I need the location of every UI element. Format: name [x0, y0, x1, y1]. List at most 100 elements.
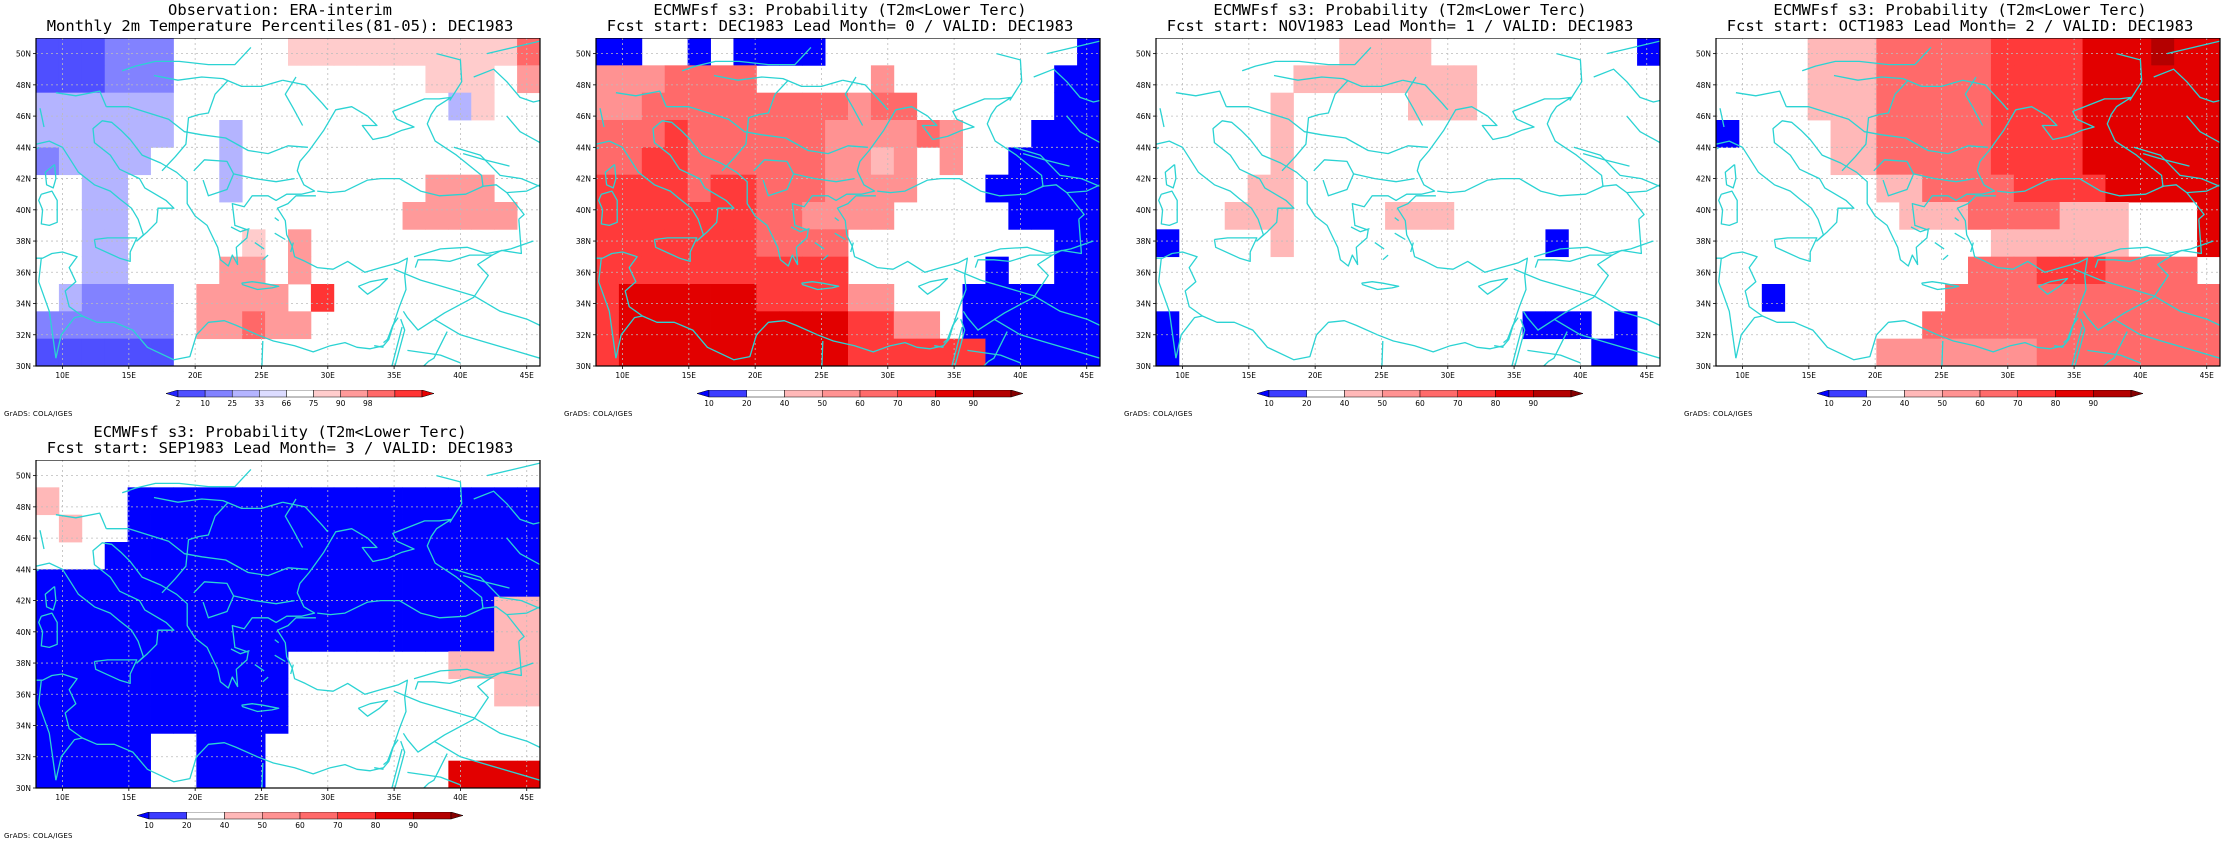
coastline [38, 612, 58, 649]
grid-cell [81, 256, 106, 285]
colorbar-segment [337, 812, 376, 820]
coastline [453, 146, 540, 187]
colorbar-segment [204, 390, 233, 398]
grid-cell [2059, 120, 2083, 148]
grid-cell [310, 38, 335, 66]
colorbar-label: 60 [295, 821, 305, 830]
colorbar-label: 10 [200, 399, 210, 408]
lon-tick-label: 40E [1573, 371, 1588, 380]
grid-cell [104, 38, 129, 66]
coastline [1522, 254, 1613, 331]
coastline [1477, 277, 1509, 295]
coastline [1718, 190, 1738, 227]
grid-cell [2059, 284, 2083, 312]
grid-cell [448, 651, 472, 680]
grid-cell [150, 38, 174, 66]
lon-tick-label: 30E [2001, 371, 2016, 380]
grid-cell [196, 760, 220, 789]
coastlines [36, 462, 540, 788]
grid-cell [288, 256, 312, 285]
grid-cell [2059, 229, 2083, 258]
grid-cell [1385, 65, 1409, 94]
grid-cell [1362, 65, 1386, 94]
coastline [1556, 52, 1583, 101]
grid-cell [2174, 311, 2198, 340]
colorbar-segment [1382, 390, 1421, 398]
colorbar-label: 50 [817, 399, 827, 408]
grid-cell [471, 65, 495, 94]
colorbar-label: 70 [2013, 399, 2023, 408]
grid-cell [219, 487, 243, 516]
grid-cell [985, 284, 1009, 312]
coastline [2063, 317, 2079, 344]
grid-cell [196, 651, 220, 680]
coastline [953, 268, 1100, 326]
coastline [481, 606, 525, 642]
grid-cell [173, 596, 197, 625]
lat-tick-label: 44N [1136, 143, 1151, 152]
grid-cell [288, 311, 312, 340]
grid-cell [81, 38, 106, 66]
coastline [402, 254, 493, 331]
lat-tick-label: 40N [1696, 206, 1711, 215]
lat-tick-label: 30N [16, 362, 31, 371]
colorbar-segment [1268, 390, 1307, 398]
coastline [2074, 318, 2086, 366]
coastline [433, 318, 540, 359]
grid-cell [104, 624, 129, 652]
grid-cell [104, 202, 129, 230]
colorbar-segment [1306, 390, 1345, 398]
grid-cell [733, 229, 757, 258]
grid-cell [150, 284, 174, 312]
coastline [2037, 277, 2069, 295]
grid-cell [150, 678, 174, 707]
grid-cell [641, 174, 666, 203]
grid-cell [448, 542, 472, 570]
coastline [1158, 190, 1178, 227]
grid-cell [379, 569, 403, 598]
panel-title-line2: Monthly 2m Temperature Percentiles(81-05… [46, 17, 514, 35]
grid-cell [1054, 202, 1078, 230]
grid-cell [1408, 38, 1432, 66]
grid-cell [596, 120, 620, 148]
grid-cell [104, 678, 129, 707]
grid-cell [1054, 284, 1078, 312]
grid-cell [104, 311, 129, 340]
grid-cell [756, 338, 780, 367]
lon-tick-label: 45E [520, 793, 535, 802]
grid-cell [1990, 174, 2015, 203]
colorbar-segment [1495, 390, 1534, 398]
grid-cell [2059, 174, 2083, 203]
panel-title-line1: ECMWFsf s3: Probability (T2m<Lower Terc) [1213, 1, 1587, 19]
lon-tick-label: 35E [947, 371, 962, 380]
lon-tick-label: 10E [1175, 371, 1190, 380]
coastline [383, 317, 399, 344]
coastline [1159, 108, 1165, 128]
lon-tick-label: 40E [2133, 371, 2148, 380]
coastline [36, 617, 409, 783]
grid-cell [1568, 311, 1592, 340]
grid-cell [58, 651, 83, 680]
colorbar-segment [2017, 390, 2056, 398]
colorbar-low-arrow [696, 390, 710, 398]
coastline [38, 190, 58, 227]
map-panel-lead3: ECMWFsf s3: Probability (T2m<Lower Terc)… [2, 422, 558, 842]
coastline [1164, 164, 1177, 189]
grid-cell [2151, 65, 2175, 94]
grads-credit: GrADS: COLA/IGES [564, 410, 633, 418]
grid-cell [127, 284, 151, 312]
grid-cell [58, 311, 83, 340]
colorbar-segment [286, 390, 314, 398]
grid-cell [870, 311, 895, 340]
grid-cell [596, 174, 620, 203]
coastline [596, 146, 600, 150]
colorbar-label: 60 [855, 399, 865, 408]
grid-cell [36, 65, 60, 94]
coastline [274, 654, 286, 663]
grid-cell [36, 651, 60, 680]
colorbar-label: 98 [363, 399, 373, 408]
colorbar-label: 66 [282, 399, 292, 408]
grid-cell [848, 92, 872, 121]
grid-cell [196, 487, 220, 516]
coastline [1156, 146, 1160, 150]
